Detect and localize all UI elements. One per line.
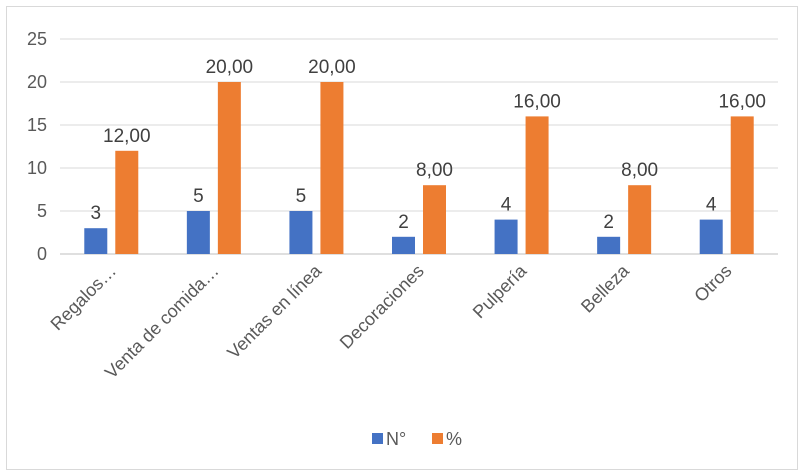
bar-percent <box>423 185 446 254</box>
y-tick-label: 5 <box>37 201 47 221</box>
bar-count <box>392 236 415 254</box>
data-label: 2 <box>398 212 409 233</box>
bar-count <box>84 228 108 254</box>
bar-percent <box>217 82 241 254</box>
category-label: Ventas en línea <box>223 260 326 363</box>
category-label: Regalos… <box>47 261 121 335</box>
y-tick-label: 25 <box>27 29 47 49</box>
bar-percent <box>628 185 652 254</box>
bar-count <box>494 219 518 254</box>
data-label: 20,00 <box>308 57 356 78</box>
bar-percent <box>525 116 549 255</box>
category-label: Venta de comida… <box>101 261 223 383</box>
data-label: 16,00 <box>513 91 561 112</box>
legend-swatch <box>372 433 383 444</box>
bar-percent <box>115 150 139 254</box>
bar-percent <box>730 116 754 255</box>
data-label: 3 <box>90 203 101 224</box>
y-tick-label: 10 <box>27 158 47 178</box>
data-label: 5 <box>193 186 204 207</box>
category-label: Belleza <box>577 260 634 317</box>
bar-percent <box>320 82 344 254</box>
category-label: Decoraciones <box>336 261 428 353</box>
category-label: Pulpería <box>469 260 531 322</box>
bar-count <box>289 211 313 254</box>
bar-count <box>699 219 723 254</box>
data-label: 4 <box>706 195 717 216</box>
bar-count <box>597 236 621 254</box>
y-tick-label: 20 <box>27 72 47 92</box>
bar-count <box>186 211 210 254</box>
data-label: 16,00 <box>718 91 766 112</box>
legend-label: % <box>446 429 462 449</box>
data-label: 4 <box>501 195 512 216</box>
y-tick-label: 0 <box>37 244 47 264</box>
legend-swatch <box>432 433 443 444</box>
data-label: 12,00 <box>103 126 151 147</box>
data-label: 2 <box>603 212 614 233</box>
data-label: 5 <box>296 186 307 207</box>
y-tick-label: 15 <box>27 115 47 135</box>
data-label: 20,00 <box>206 57 254 78</box>
data-label: 8,00 <box>416 160 453 181</box>
category-label: Otros <box>690 261 735 306</box>
legend-label: N° <box>386 429 406 449</box>
data-label: 8,00 <box>621 160 658 181</box>
